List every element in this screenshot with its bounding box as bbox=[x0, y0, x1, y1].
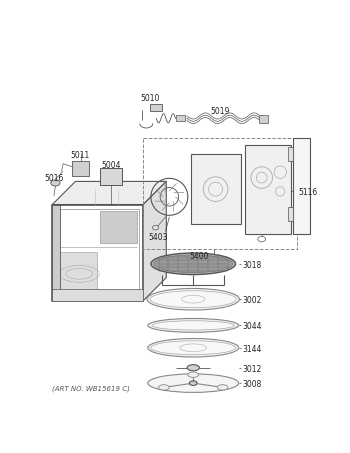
Text: 5016: 5016 bbox=[45, 174, 64, 183]
Bar bbox=[259, 115, 268, 123]
Ellipse shape bbox=[148, 374, 239, 392]
Ellipse shape bbox=[150, 291, 236, 308]
Ellipse shape bbox=[148, 338, 239, 357]
Bar bbox=[100, 169, 122, 185]
Bar bbox=[293, 138, 309, 234]
Text: 3012: 3012 bbox=[243, 365, 262, 374]
Bar bbox=[288, 207, 293, 221]
Text: 5019: 5019 bbox=[210, 107, 230, 116]
Ellipse shape bbox=[187, 365, 199, 371]
Text: 5010: 5010 bbox=[140, 94, 160, 103]
Ellipse shape bbox=[148, 318, 239, 333]
Bar bbox=[191, 154, 241, 224]
Text: 3002: 3002 bbox=[243, 296, 262, 305]
Bar bbox=[288, 147, 293, 161]
Bar bbox=[52, 289, 143, 301]
Bar bbox=[72, 161, 89, 176]
Bar bbox=[58, 252, 97, 294]
Bar bbox=[52, 204, 143, 301]
Text: 3044: 3044 bbox=[243, 323, 262, 331]
Ellipse shape bbox=[147, 289, 239, 310]
Text: 5400: 5400 bbox=[189, 252, 209, 261]
Text: 3018: 3018 bbox=[243, 261, 262, 270]
Text: 3144: 3144 bbox=[243, 345, 262, 354]
Ellipse shape bbox=[159, 385, 169, 390]
Ellipse shape bbox=[151, 253, 236, 275]
Text: 5011: 5011 bbox=[71, 151, 90, 160]
Polygon shape bbox=[52, 181, 166, 204]
Text: 5403: 5403 bbox=[148, 233, 168, 242]
Bar bbox=[57, 209, 139, 296]
Text: 3008: 3008 bbox=[243, 380, 262, 389]
Ellipse shape bbox=[189, 381, 197, 386]
Text: 5004: 5004 bbox=[102, 161, 121, 169]
Bar bbox=[245, 145, 291, 234]
Ellipse shape bbox=[153, 321, 234, 330]
Text: 5116: 5116 bbox=[299, 188, 318, 198]
Polygon shape bbox=[143, 181, 166, 301]
Ellipse shape bbox=[151, 341, 236, 355]
Text: (ART NO. WB15619 C): (ART NO. WB15619 C) bbox=[52, 386, 130, 392]
Bar bbox=[150, 104, 162, 111]
Bar bbox=[100, 211, 137, 243]
Ellipse shape bbox=[51, 180, 60, 186]
Bar bbox=[176, 115, 185, 121]
Ellipse shape bbox=[217, 385, 228, 390]
Ellipse shape bbox=[154, 255, 232, 273]
Bar bbox=[52, 204, 60, 301]
Bar bbox=[143, 138, 297, 249]
Ellipse shape bbox=[188, 372, 199, 377]
